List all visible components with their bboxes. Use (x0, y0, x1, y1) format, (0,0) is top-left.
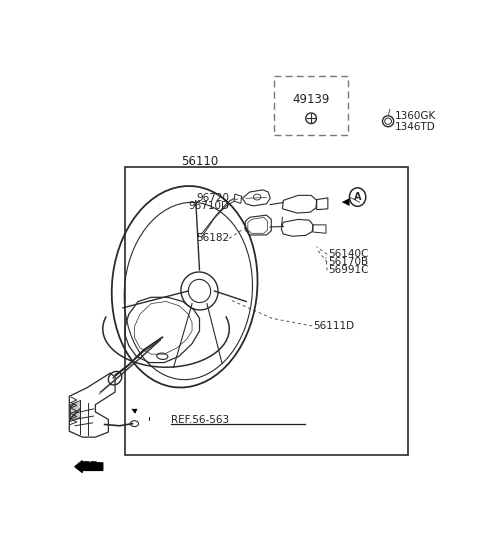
Text: A: A (354, 192, 361, 202)
Text: 56182: 56182 (196, 233, 229, 243)
Bar (274, 76, 348, 135)
Text: 56140C: 56140C (328, 249, 368, 259)
Polygon shape (71, 400, 81, 422)
FancyArrow shape (75, 461, 103, 473)
Text: 1360GK: 1360GK (395, 111, 436, 121)
Text: REF.56-563: REF.56-563 (171, 415, 229, 425)
Text: 56991C: 56991C (328, 265, 368, 275)
Text: 56111D: 56111D (313, 321, 354, 331)
Text: 1346TD: 1346TD (395, 122, 435, 132)
Text: 49139: 49139 (292, 93, 330, 106)
Text: 56170B: 56170B (328, 257, 368, 267)
Text: 96720: 96720 (196, 193, 229, 203)
Text: FR.: FR. (83, 460, 106, 473)
Text: 96710D: 96710D (188, 201, 229, 211)
Text: 56110: 56110 (181, 155, 218, 168)
